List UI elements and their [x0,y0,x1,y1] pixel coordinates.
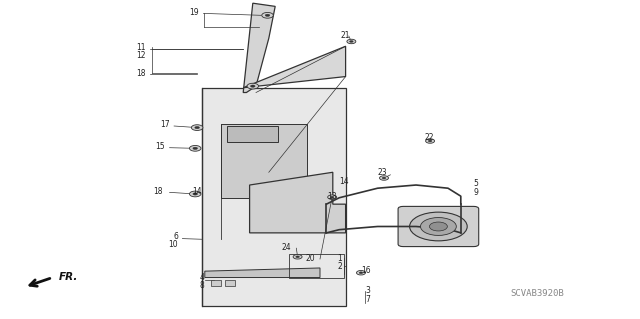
Bar [227,126,278,142]
Text: 8: 8 [199,281,204,290]
Text: 17: 17 [160,120,170,129]
Text: 2: 2 [337,262,342,271]
Text: 20: 20 [305,254,315,263]
Text: 16: 16 [362,266,371,275]
Circle shape [191,125,203,130]
Polygon shape [225,280,235,286]
Circle shape [293,255,302,259]
Text: 22: 22 [424,133,433,142]
Circle shape [193,193,198,195]
Circle shape [262,12,273,18]
Text: SCVAB3920B: SCVAB3920B [511,289,564,298]
Circle shape [265,14,270,17]
Polygon shape [211,280,221,286]
Text: 4: 4 [199,273,204,282]
Circle shape [429,222,447,231]
Text: 3: 3 [365,286,371,295]
Text: 13: 13 [328,192,337,201]
Circle shape [349,41,353,42]
Text: 1: 1 [337,254,342,263]
FancyBboxPatch shape [398,206,479,247]
Circle shape [356,271,365,275]
Text: 18: 18 [154,187,163,196]
Circle shape [426,139,435,143]
Polygon shape [205,268,320,278]
Polygon shape [202,88,346,306]
Circle shape [410,212,467,241]
Text: 9: 9 [474,189,479,197]
Circle shape [347,39,356,44]
Circle shape [189,191,201,197]
Polygon shape [243,3,275,93]
Circle shape [189,145,201,151]
Text: 12: 12 [136,51,146,60]
Polygon shape [250,172,346,233]
Text: 18: 18 [136,69,146,78]
Circle shape [247,83,259,89]
Text: FR.: FR. [59,271,78,282]
Text: 14: 14 [339,177,349,186]
Text: 24: 24 [282,243,291,252]
Text: 21: 21 [341,31,350,40]
Circle shape [193,147,198,150]
Text: 11: 11 [136,43,146,52]
Text: 7: 7 [365,295,371,304]
Text: 5: 5 [474,179,479,188]
Circle shape [195,126,200,129]
Bar [289,254,344,278]
Circle shape [420,218,456,235]
Circle shape [330,196,334,198]
Polygon shape [243,46,346,88]
Text: 19: 19 [189,8,198,17]
Circle shape [296,256,300,258]
Text: 6: 6 [173,232,178,241]
Text: 10: 10 [168,240,178,249]
Text: 14: 14 [192,187,202,196]
Polygon shape [221,124,307,198]
Circle shape [380,176,388,180]
Circle shape [250,85,255,87]
Text: 23: 23 [378,168,388,177]
Circle shape [428,140,432,142]
Circle shape [328,195,337,199]
Circle shape [382,177,386,179]
Text: 15: 15 [156,142,165,151]
Circle shape [359,272,363,274]
